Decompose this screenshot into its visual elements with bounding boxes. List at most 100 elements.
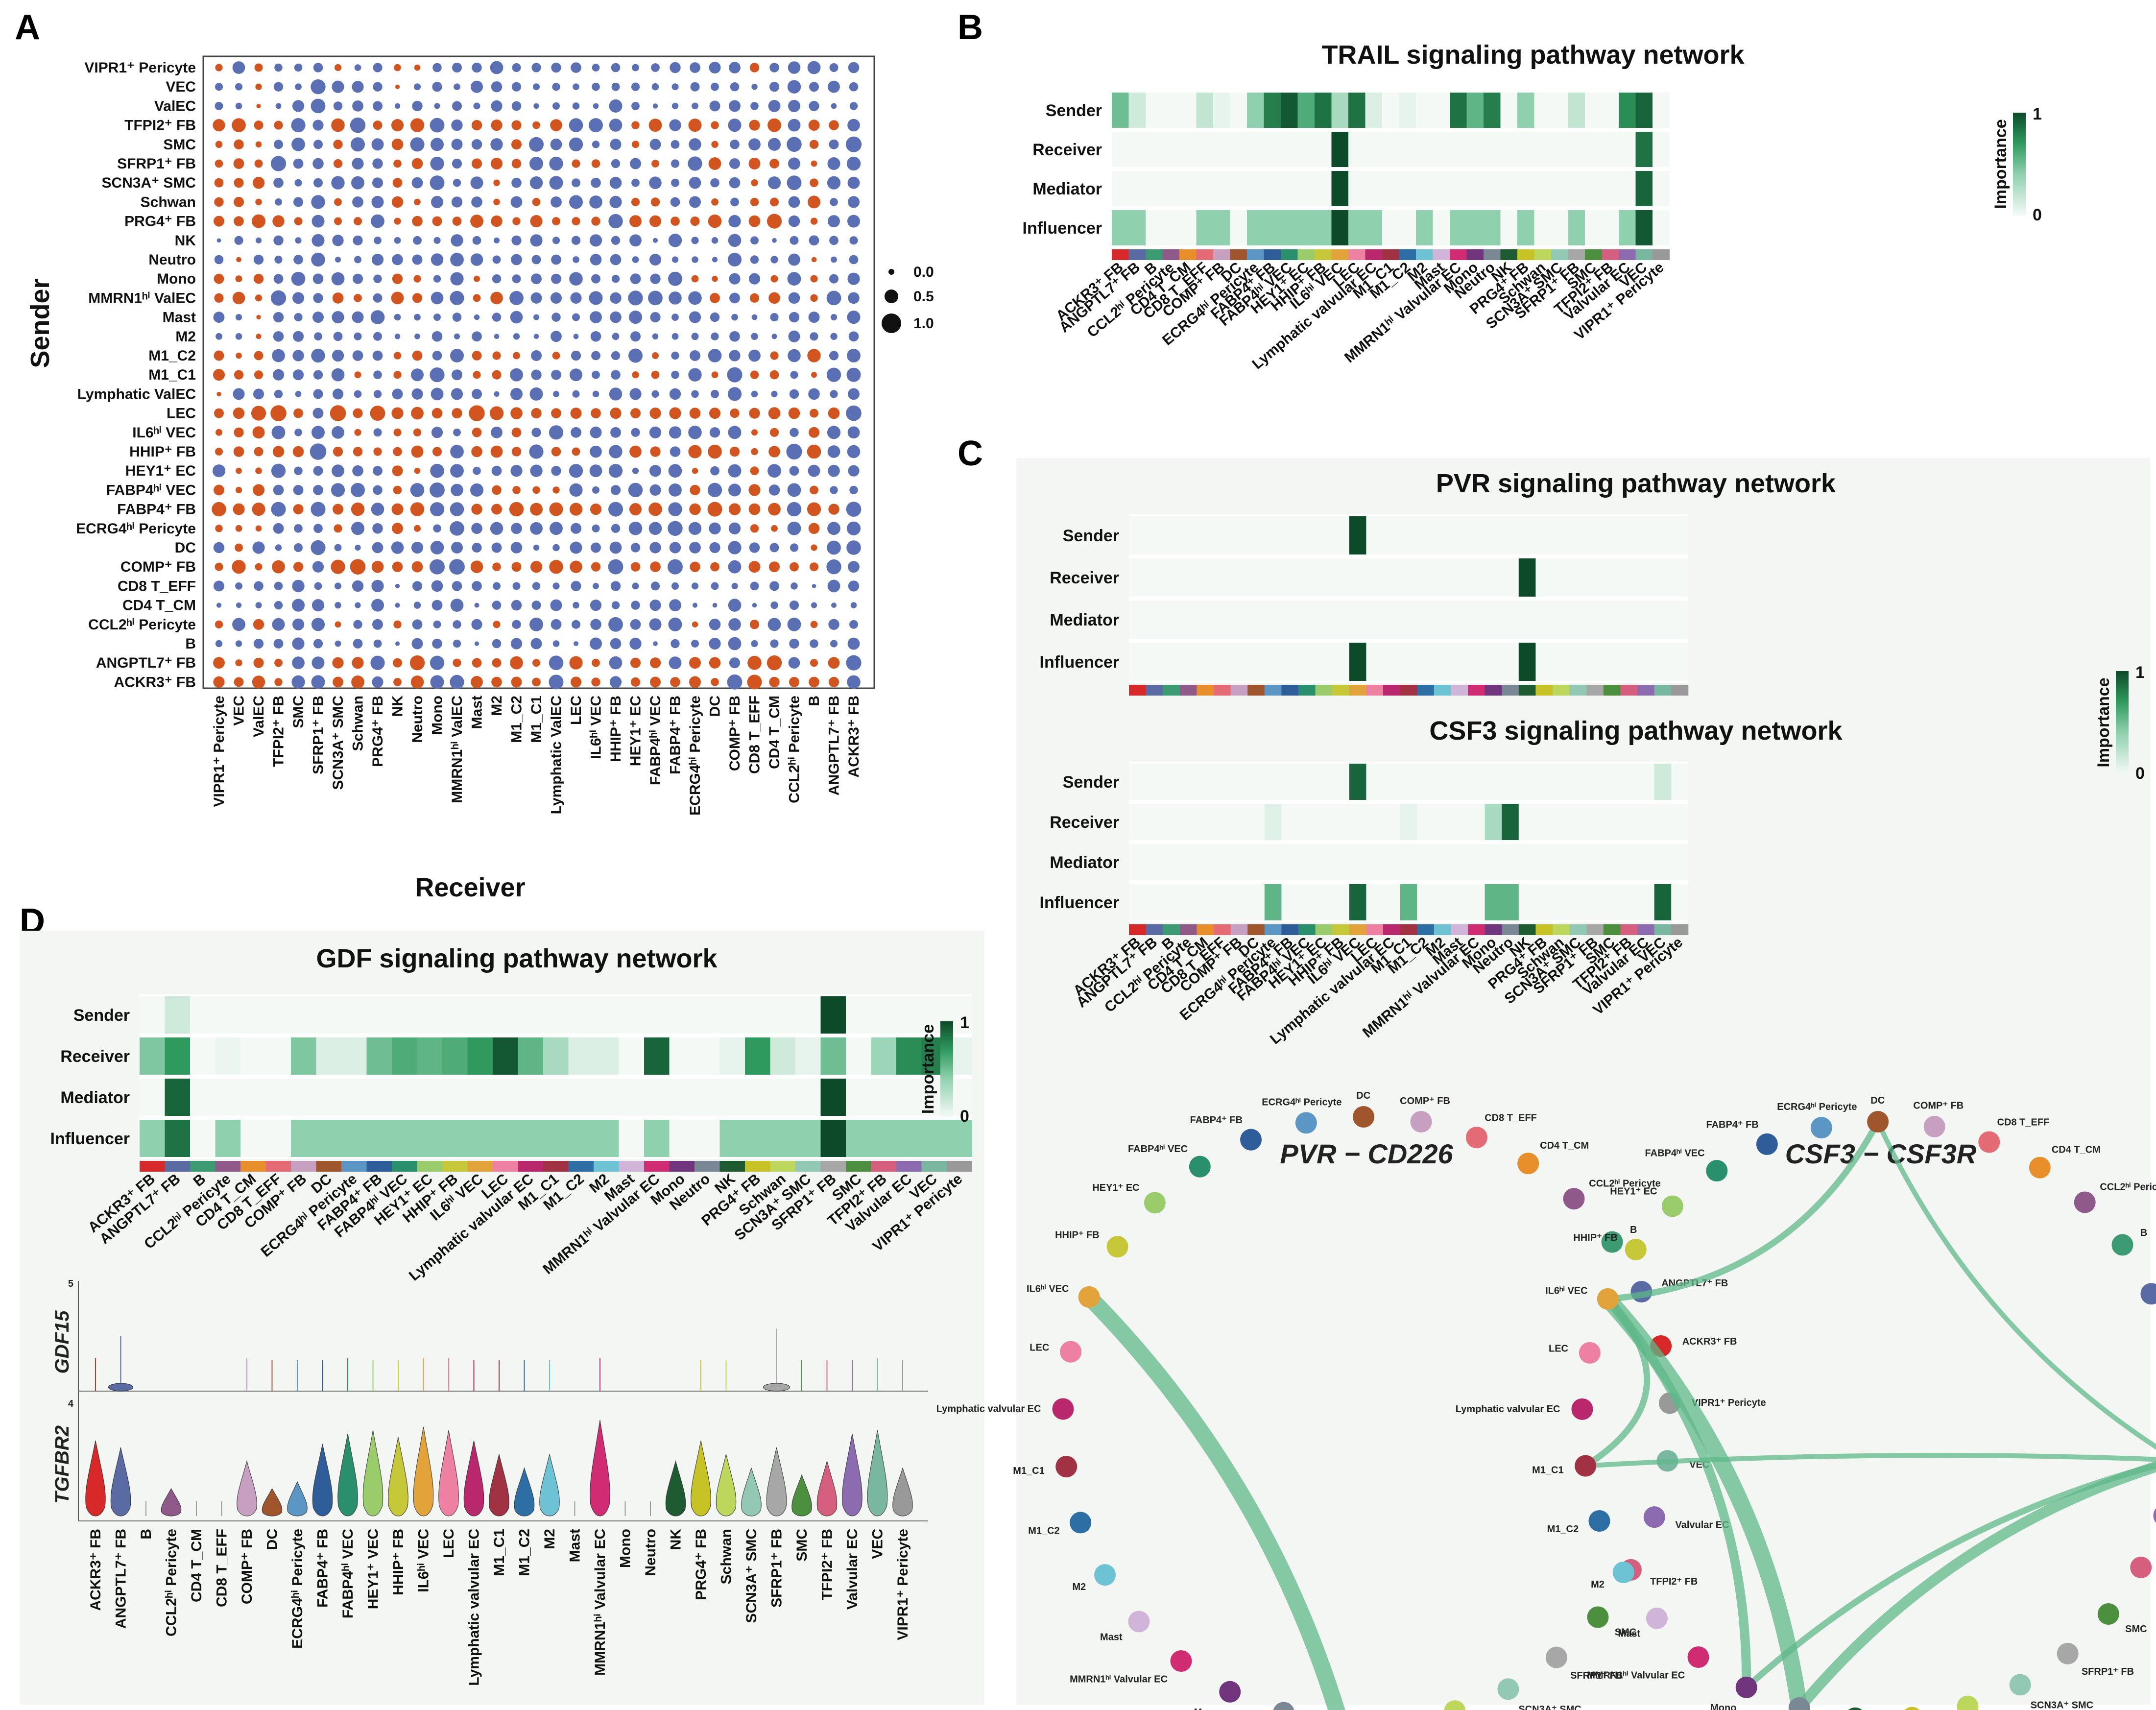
heatmap-row-label: Sender bbox=[1046, 101, 1102, 120]
dotplot-dot bbox=[491, 504, 502, 515]
heatmap-cell bbox=[1586, 643, 1604, 681]
dotplot-dot bbox=[412, 216, 423, 227]
dotplot-dot bbox=[671, 639, 680, 649]
heatmap-cell bbox=[1197, 601, 1214, 639]
chord-node bbox=[1575, 1455, 1597, 1477]
dotplot-dot bbox=[610, 311, 622, 323]
dotplot-dot bbox=[511, 235, 522, 245]
heatmap-cell bbox=[1214, 764, 1231, 800]
dotplot-dot bbox=[215, 525, 223, 532]
heatmap-cell bbox=[1163, 764, 1180, 800]
cell-type-color-strip bbox=[1383, 685, 1401, 696]
violin-shape bbox=[262, 1488, 283, 1517]
dotplot-dot bbox=[413, 236, 422, 245]
dotplot-dot bbox=[234, 196, 244, 207]
heatmap-cell bbox=[795, 996, 821, 1034]
dotplot-dot bbox=[748, 138, 761, 151]
dotplot-dot bbox=[313, 639, 323, 649]
heatmap-cell bbox=[745, 996, 770, 1034]
dotplot-dot bbox=[236, 467, 242, 474]
heatmap-cell bbox=[1535, 804, 1553, 840]
heatmap-cell bbox=[1654, 884, 1672, 920]
heatmap-cell bbox=[871, 1037, 897, 1075]
dotplot-dot bbox=[253, 254, 264, 265]
heatmap-cell bbox=[1197, 884, 1214, 920]
dotplot-dot bbox=[313, 293, 323, 303]
dotplot-dot bbox=[810, 217, 818, 225]
dotplot-dot bbox=[570, 408, 582, 419]
chord-node-label: COMP⁺ FB bbox=[1913, 1101, 1964, 1111]
dotplot-dot bbox=[271, 425, 286, 439]
dotplot-dot bbox=[709, 100, 720, 112]
heatmap-cell bbox=[316, 996, 342, 1034]
importance-max: 1 bbox=[960, 1013, 969, 1032]
dotplot-dot bbox=[770, 351, 779, 360]
dotplot-dot bbox=[711, 141, 719, 148]
heatmap-cell bbox=[1129, 516, 1147, 554]
violin-shape bbox=[108, 1383, 133, 1392]
dotplot-dot bbox=[431, 427, 443, 438]
dotplot-dot bbox=[729, 158, 740, 169]
dotplot-dot bbox=[492, 370, 502, 380]
heatmap-cell bbox=[1264, 516, 1282, 554]
dotplot-dot bbox=[611, 63, 621, 72]
heatmap-cell bbox=[846, 1079, 871, 1116]
cell-type-color-strip bbox=[1349, 924, 1366, 935]
dotplot-dot bbox=[430, 156, 444, 171]
heatmap-cell bbox=[1197, 844, 1214, 880]
dotplot-dot bbox=[827, 157, 840, 170]
dotplot-dot bbox=[273, 639, 284, 649]
csf3-title: CSF3 signaling pathway network bbox=[1429, 716, 1843, 746]
dotplot-dot bbox=[808, 523, 820, 534]
dotplot-dot bbox=[512, 620, 521, 629]
dotplot-dot bbox=[510, 465, 523, 477]
dotplot-dot bbox=[668, 617, 682, 631]
heatmap-cell bbox=[1517, 132, 1534, 167]
cell-type-color-strip bbox=[695, 1161, 720, 1172]
dotplot-dot bbox=[274, 140, 283, 149]
dotplot-dot bbox=[450, 272, 464, 286]
dotplot-dot bbox=[491, 100, 503, 112]
cell-type-color-strip bbox=[1433, 249, 1450, 260]
dotplot-dot bbox=[569, 483, 583, 497]
dotplot-dot bbox=[688, 426, 702, 439]
dotplot-dot bbox=[629, 311, 642, 324]
dotplot-dot bbox=[730, 140, 740, 149]
dotplot-dot bbox=[671, 140, 680, 149]
dotplot-dot bbox=[411, 177, 423, 189]
dotplot-dot bbox=[711, 82, 719, 91]
chord-node bbox=[2140, 1283, 2156, 1305]
dotplot-dot bbox=[609, 176, 622, 189]
chord-node-label: B bbox=[1630, 1225, 1637, 1235]
dotplot-dot bbox=[849, 82, 859, 92]
heatmap-cell bbox=[1586, 558, 1604, 597]
violin-ymax-label: 4 bbox=[68, 1398, 74, 1409]
dotplot-dot bbox=[689, 408, 701, 419]
heatmap-cell bbox=[1129, 844, 1147, 880]
heatmap-cell bbox=[846, 1120, 871, 1157]
dotplot-dot bbox=[255, 294, 263, 302]
dotplot-dot bbox=[215, 101, 223, 110]
dotplot-dot bbox=[411, 158, 423, 169]
violin-category-label: Schwan bbox=[719, 1529, 735, 1584]
dotplot-col-label: CCL2ʰⁱ Pericyte bbox=[787, 696, 803, 803]
dotplot-dot bbox=[413, 602, 421, 609]
dotplot-dot bbox=[827, 579, 840, 593]
dotplot-dot bbox=[333, 446, 343, 457]
dotplot-dot bbox=[352, 311, 364, 323]
chord-node-label: FABP4ʰⁱ VEC bbox=[1645, 1148, 1705, 1158]
cell-type-color-strip bbox=[493, 1161, 518, 1172]
dotplot-dot bbox=[335, 640, 341, 647]
heatmap-cell bbox=[568, 996, 594, 1034]
dotplot-dot bbox=[669, 599, 681, 611]
dotplot-dot bbox=[807, 349, 821, 362]
heatmap-cell bbox=[1128, 132, 1146, 167]
heatmap-cell bbox=[1179, 93, 1197, 128]
heatmap-cell bbox=[1281, 558, 1299, 597]
dotplot-dot bbox=[433, 275, 441, 283]
heatmap-cell bbox=[240, 1120, 266, 1157]
heatmap-cell bbox=[1349, 643, 1366, 681]
dotplot-dot bbox=[492, 313, 502, 322]
heatmap-cell bbox=[1500, 171, 1518, 206]
dotplot-dot bbox=[513, 352, 520, 360]
